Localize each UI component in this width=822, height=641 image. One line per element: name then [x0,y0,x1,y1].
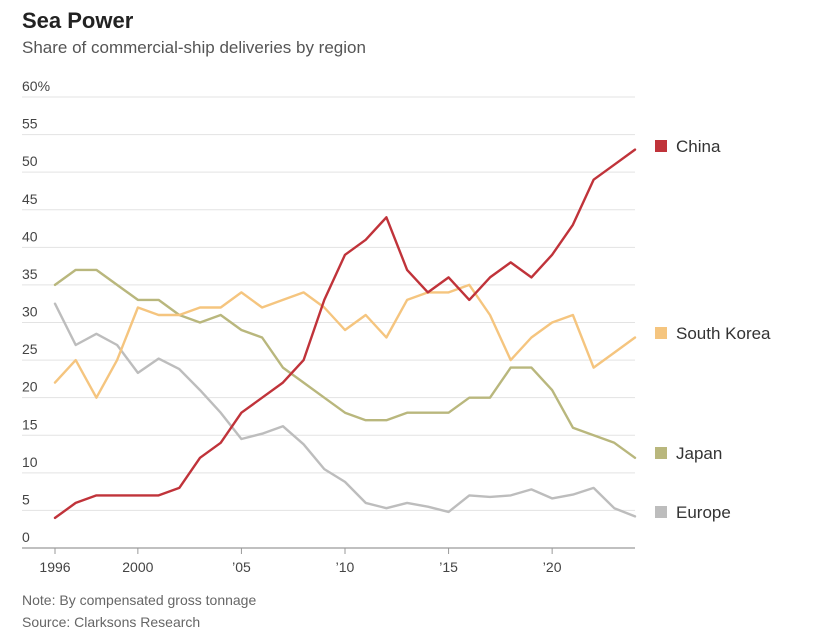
series-line-china [53,148,637,520]
y-tick-label: 55 [22,116,38,132]
y-tick-label: 5 [22,491,30,507]
x-tick-label: ’05 [232,559,251,575]
y-tick-label: 40 [22,228,38,244]
chart-title: Sea Power [22,8,134,33]
x-tick-label: ’15 [439,559,458,575]
legend-label-china: China [676,137,721,156]
series-line-europe [53,302,637,518]
series-line-japan [53,268,637,459]
legend-label-japan: Japan [676,444,722,463]
grid-lines [22,96,635,549]
legend-swatch-south-korea [655,327,667,339]
x-tick-label: 2000 [122,559,153,575]
y-tick-label: 35 [22,266,38,282]
legend-swatch-china [655,140,667,152]
series-line-south-korea [53,283,637,399]
chart-source: Source: Clarksons Research [22,614,201,630]
y-tick-label: 50 [22,153,38,169]
y-tick-label: 10 [22,454,38,470]
chart-note: Note: By compensated gross tonnage [22,592,257,608]
x-axis-tick-labels: 1996 2000 ’05 ’10 ’15 ’20 [39,548,562,575]
y-tick-label: 0 [22,529,30,545]
legend: China South Korea Japan Europe [655,137,771,522]
y-axis-tick-labels: 0 5 10 15 20 25 30 35 40 45 50 55 60% [22,78,50,545]
y-tick-label: 20 [22,379,38,395]
y-tick-label: 60% [22,78,50,94]
legend-swatch-europe [655,506,667,518]
y-tick-label: 30 [22,304,38,320]
y-tick-label: 45 [22,191,38,207]
legend-label-europe: Europe [676,503,731,522]
x-tick-label: ’20 [543,559,562,575]
x-tick-label: 1996 [39,559,70,575]
y-tick-label: 15 [22,416,38,432]
x-tick-label: ’10 [336,559,355,575]
series-lines [53,148,637,520]
y-tick-label: 25 [22,341,38,357]
legend-label-south-korea: South Korea [676,324,771,343]
chart-subtitle: Share of commercial-ship deliveries by r… [22,38,366,57]
legend-swatch-japan [655,447,667,459]
